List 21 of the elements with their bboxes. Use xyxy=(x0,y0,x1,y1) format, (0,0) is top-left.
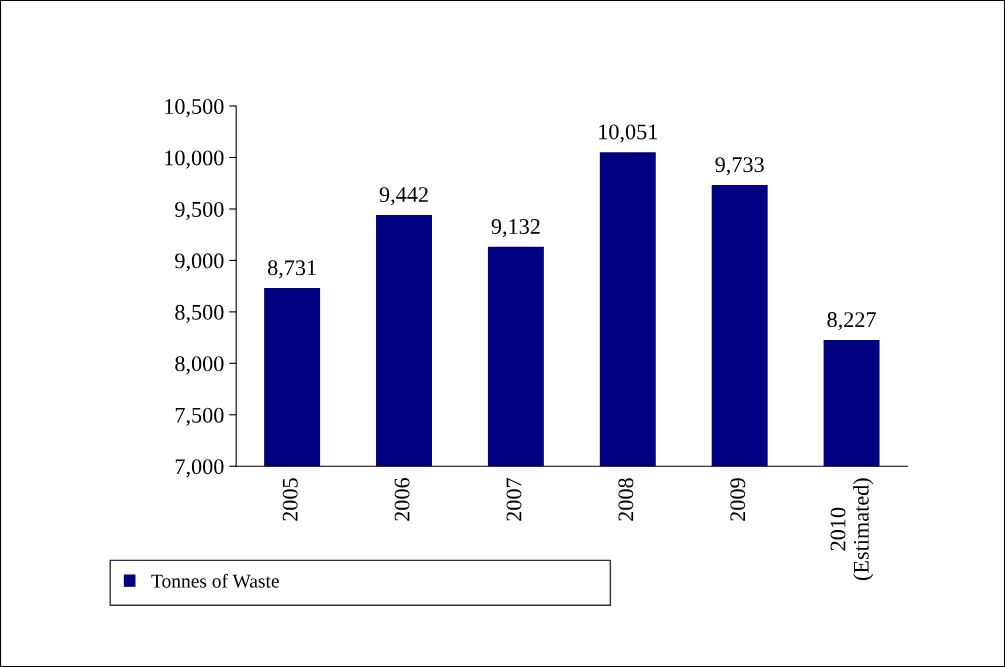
x-tick-label: 2010 (Estimated) xyxy=(830,478,874,581)
legend-label: Tonnes of Waste xyxy=(151,573,279,588)
x-tick-label: 2007 xyxy=(506,477,522,521)
x-tick-label: 2009 xyxy=(730,478,746,521)
data-label: 9,733 xyxy=(715,157,764,176)
y-tick-label: 7,000 xyxy=(175,459,224,478)
data-label: 9,442 xyxy=(379,187,428,206)
data-label: 8,227 xyxy=(827,312,876,331)
y-tick-label: 10,500 xyxy=(165,98,224,118)
y-tick-label: 9,000 xyxy=(175,253,224,272)
x-tick-label: 2006 xyxy=(394,478,410,521)
y-tick-label: 8,500 xyxy=(175,304,224,323)
data-label: 8,731 xyxy=(267,260,316,279)
y-tick-label: 7,500 xyxy=(175,407,224,426)
data-label: 9,132 xyxy=(491,219,540,238)
data-label: 10,051 xyxy=(599,124,658,143)
x-tick-label: 2005 xyxy=(282,478,298,521)
y-tick-label: 10,000 xyxy=(165,150,224,169)
y-tick-label: 9,500 xyxy=(175,201,224,221)
y-tick-label: 8,000 xyxy=(175,356,224,375)
x-tick-label: 2008 xyxy=(618,478,634,521)
